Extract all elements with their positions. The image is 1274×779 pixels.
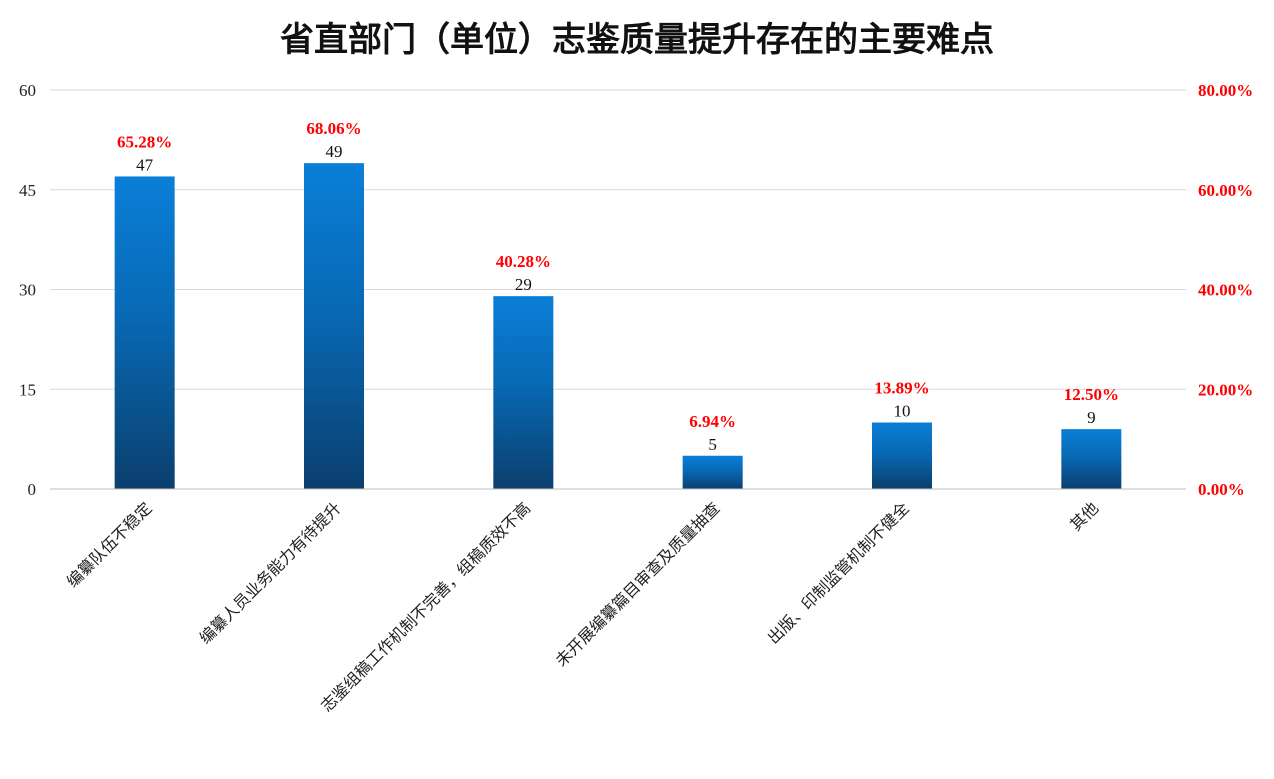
y2-tick-label: 20.00% <box>1198 380 1253 399</box>
bar <box>1061 429 1122 489</box>
percent-label: 13.89% <box>874 379 929 398</box>
value-label: 9 <box>1087 408 1096 427</box>
y-tick-label: 30 <box>19 281 36 300</box>
bar <box>872 422 932 489</box>
bar <box>493 296 554 489</box>
y-tick-label: 60 <box>19 81 36 100</box>
value-label: 47 <box>136 155 154 174</box>
y2-tick-label: 40.00% <box>1198 281 1253 300</box>
x-tick-label: 编纂人员业务能力有待提升 <box>196 498 345 647</box>
x-tick-label: 志鉴组稿工作机制不完善，组稿质效不高 <box>317 498 534 715</box>
y-tick-label: 45 <box>19 181 36 200</box>
y2-tick-label: 80.00% <box>1198 81 1253 100</box>
x-tick-label: 未开展编纂篇目审查及质量抽查 <box>552 498 724 670</box>
y2-tick-label: 0.00% <box>1198 480 1245 499</box>
percent-label: 12.50% <box>1064 385 1119 404</box>
value-label: 10 <box>894 402 911 421</box>
percent-label: 68.06% <box>306 119 361 138</box>
value-label: 5 <box>708 435 717 454</box>
percent-label: 6.94% <box>689 412 736 431</box>
x-tick-label: 编纂队伍不稳定 <box>63 498 156 591</box>
percent-label: 65.28% <box>117 132 172 151</box>
chart-title: 省直部门（单位）志鉴质量提升存在的主要难点 <box>280 20 994 60</box>
percent-label: 40.28% <box>496 252 551 271</box>
value-label: 29 <box>515 275 532 294</box>
y-tick-label: 15 <box>19 380 36 399</box>
bar <box>682 455 743 489</box>
bar <box>114 176 175 489</box>
value-label: 49 <box>326 142 343 161</box>
y-tick-label: 0 <box>28 480 37 499</box>
y2-tick-label: 60.00% <box>1198 181 1253 200</box>
x-tick-label: 出版、印制监管机制不健全 <box>764 498 913 647</box>
bar <box>304 163 364 489</box>
x-tick-label: 其他 <box>1066 498 1102 534</box>
